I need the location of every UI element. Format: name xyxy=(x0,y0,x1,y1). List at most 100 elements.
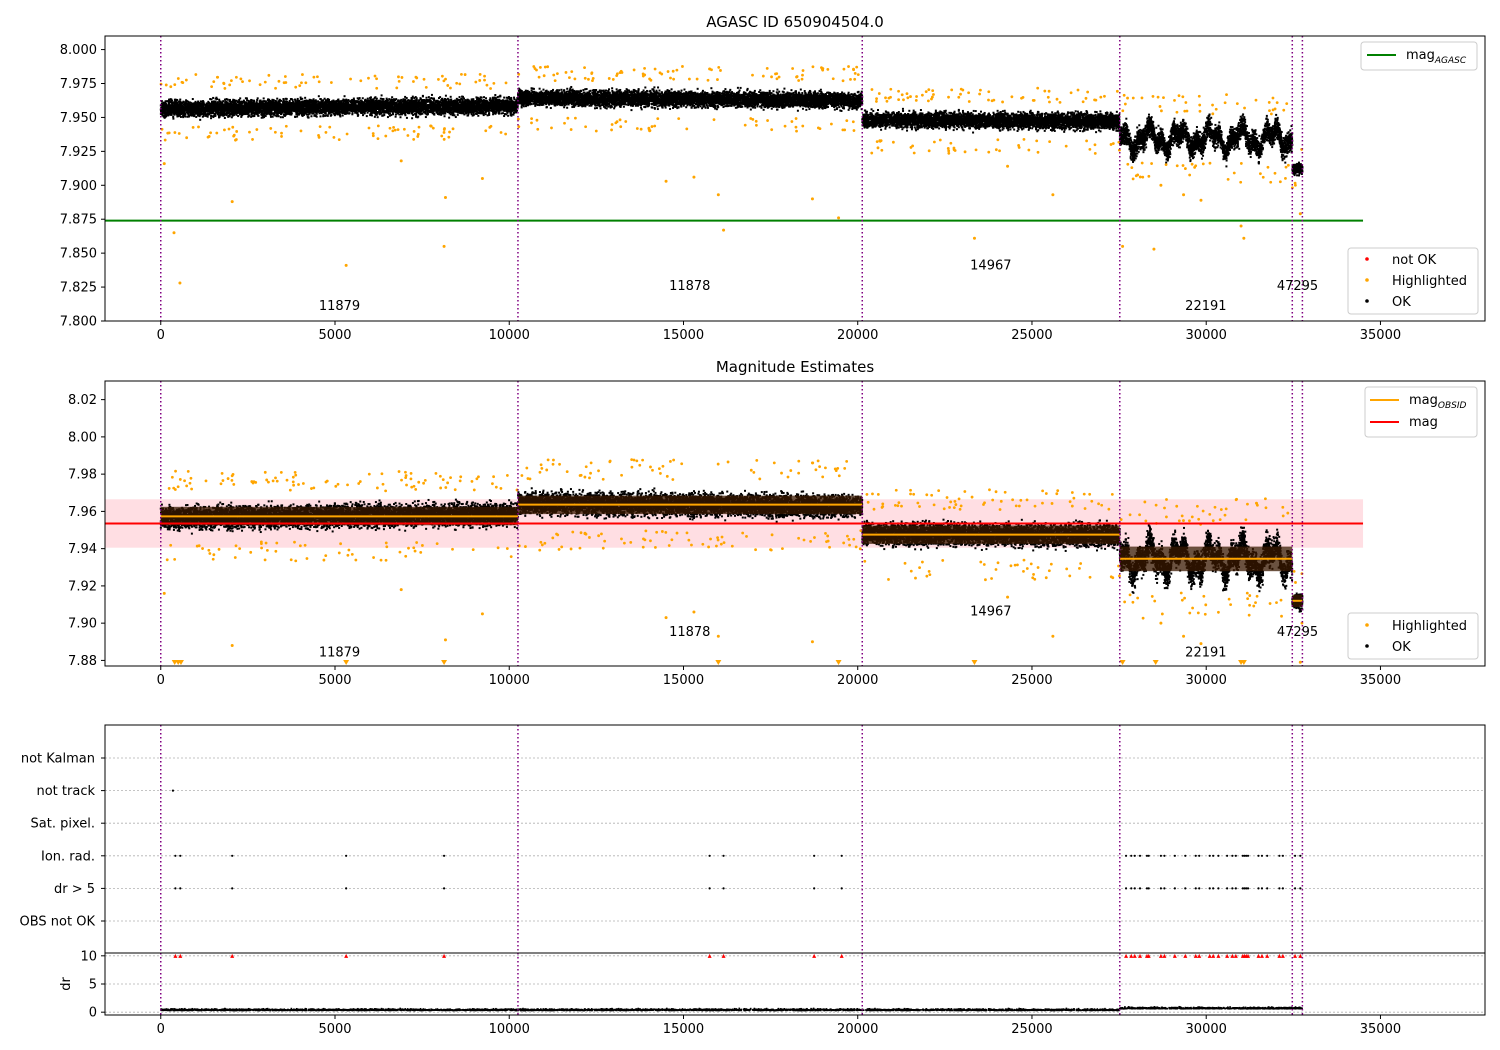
ok-point xyxy=(417,115,420,118)
ok-point xyxy=(229,102,232,105)
ok-point xyxy=(369,107,372,110)
ok-point xyxy=(399,116,402,119)
ok-point xyxy=(332,99,335,102)
ok-point xyxy=(252,115,255,118)
ok-point xyxy=(426,100,429,103)
ok-point xyxy=(284,100,287,103)
ok-point xyxy=(339,114,342,117)
ok-point xyxy=(440,99,443,102)
ok-point xyxy=(184,101,187,104)
ok-point xyxy=(225,112,228,115)
ok-point xyxy=(458,96,461,99)
ok-point xyxy=(405,116,408,119)
ok-point xyxy=(276,113,279,116)
ok-point xyxy=(505,113,508,116)
ok-point xyxy=(208,102,211,105)
ok-point xyxy=(510,98,513,101)
ok-point xyxy=(233,99,236,102)
ok-point xyxy=(348,112,351,115)
ok-point xyxy=(230,116,233,119)
ok-point xyxy=(181,115,184,118)
ok-point xyxy=(250,100,253,103)
ok-point xyxy=(341,114,344,117)
ok-point xyxy=(279,99,282,102)
ok-point xyxy=(212,116,215,119)
ok-point xyxy=(219,114,222,117)
ok-point xyxy=(412,113,415,116)
ok-point xyxy=(339,115,342,118)
ok-point xyxy=(232,98,235,101)
ok-point xyxy=(318,112,321,115)
ok-point xyxy=(301,97,304,100)
ok-point xyxy=(170,113,173,116)
ok-point xyxy=(191,98,194,101)
ok-point xyxy=(223,98,226,101)
ok-point xyxy=(415,114,418,117)
ok-point xyxy=(380,112,383,115)
ok-point xyxy=(479,112,482,115)
ok-point xyxy=(452,108,455,111)
ok-point xyxy=(513,111,516,114)
ok-point xyxy=(395,101,398,104)
ok-point xyxy=(432,109,435,112)
ok-point xyxy=(304,96,307,99)
ok-point xyxy=(395,102,398,105)
ok-point xyxy=(399,99,402,102)
ok-point xyxy=(222,100,225,103)
ok-point xyxy=(461,95,464,98)
ok-point xyxy=(424,112,427,115)
ok-point xyxy=(263,116,266,119)
ok-point xyxy=(319,115,322,118)
ok-point xyxy=(422,111,425,114)
ok-point xyxy=(420,112,423,115)
ok-point xyxy=(502,104,505,107)
ok-point xyxy=(202,114,205,117)
ok-point xyxy=(411,117,414,120)
ok-point xyxy=(365,101,368,104)
ok-point xyxy=(217,109,220,112)
ok-point xyxy=(342,98,345,101)
ok-point xyxy=(298,99,301,102)
ok-point xyxy=(196,111,199,114)
ok-point xyxy=(234,106,237,109)
ok-point xyxy=(413,97,416,100)
ok-point xyxy=(199,118,202,121)
ok-point xyxy=(424,104,427,107)
ok-point xyxy=(378,100,381,103)
ok-point xyxy=(300,98,303,101)
ok-point xyxy=(432,97,435,100)
ok-point xyxy=(503,115,506,118)
ok-point xyxy=(425,113,428,116)
ok-point xyxy=(269,114,272,117)
ok-point xyxy=(340,110,343,113)
ok-point xyxy=(271,115,274,118)
ok-point xyxy=(288,99,291,102)
ok-point xyxy=(380,94,383,97)
ok-point xyxy=(225,113,228,116)
ok-point xyxy=(240,115,243,118)
ok-point xyxy=(277,102,280,105)
ok-point xyxy=(244,97,247,100)
ok-point xyxy=(182,105,185,108)
ok-point xyxy=(182,101,185,104)
ok-point xyxy=(352,97,355,100)
ok-point xyxy=(449,98,452,101)
ok-point xyxy=(449,113,452,116)
ok-point xyxy=(341,103,344,106)
ok-point xyxy=(405,97,408,100)
ok-point xyxy=(433,99,436,102)
ok-point xyxy=(381,114,384,117)
ok-point xyxy=(290,98,293,101)
ok-point xyxy=(424,99,427,102)
ok-point xyxy=(492,109,495,112)
ok-point xyxy=(366,97,369,100)
ok-point xyxy=(476,100,479,103)
ok-point xyxy=(232,101,235,104)
ok-point xyxy=(498,95,501,98)
ok-point xyxy=(210,117,213,120)
ok-point xyxy=(328,110,331,113)
ok-point xyxy=(174,99,177,102)
ok-point xyxy=(379,97,382,100)
ok-point xyxy=(458,99,461,102)
ok-point xyxy=(381,110,384,113)
